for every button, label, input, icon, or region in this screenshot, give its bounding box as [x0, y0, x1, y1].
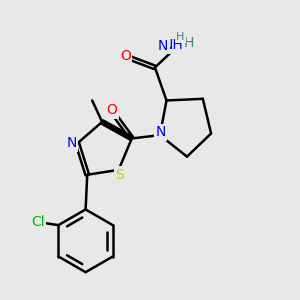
Text: Cl: Cl — [31, 215, 45, 230]
Text: NH: NH — [163, 38, 184, 52]
Text: N: N — [66, 136, 76, 150]
Text: N: N — [158, 39, 168, 53]
Text: S: S — [115, 168, 124, 182]
Text: H: H — [176, 32, 184, 42]
Text: N: N — [155, 125, 166, 140]
Text: O: O — [106, 103, 118, 117]
Text: O: O — [120, 49, 131, 63]
Text: H: H — [184, 36, 194, 50]
